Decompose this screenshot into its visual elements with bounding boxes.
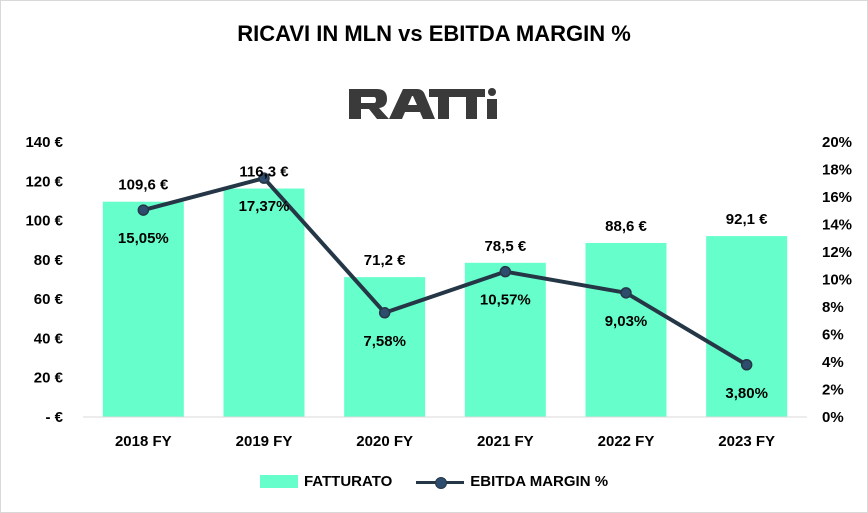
y-axis-left: - € 20 € 40 € 60 € 80 € 100 € 120 € 140 €	[25, 134, 63, 426]
bar-2020-fy	[344, 277, 426, 417]
y-right-tick-label: 6%	[822, 327, 844, 344]
bar-data-label: 92,1 €	[726, 211, 768, 228]
legend-label-fatturato: FATTURATO	[303, 473, 393, 490]
line-data-label: 7,58%	[363, 333, 406, 350]
line-series-ebitda-margin	[137, 172, 753, 371]
bar-data-label: 88,6 €	[605, 218, 647, 235]
bar-2018-fy	[102, 201, 184, 417]
y-left-tick-label: 100 €	[25, 213, 63, 230]
y-left-tick-label: 40 €	[34, 330, 64, 347]
x-tick-label: 2018 FY	[115, 433, 172, 450]
y-right-tick-label: 10%	[822, 272, 852, 289]
legend-item-fatturato: FATTURATO	[259, 473, 393, 490]
ebitda-point-2021-fy	[499, 265, 512, 278]
y-left-tick-label: 140 €	[25, 134, 63, 151]
ebitda-point-2023-fy	[740, 359, 753, 371]
y-right-tick-label: 20%	[822, 134, 852, 151]
y-right-tick-label: 12%	[822, 244, 852, 261]
x-axis: 2018 FY 2019 FY 2020 FY 2021 FY 2022 FY 2023 …	[83, 416, 807, 450]
bar-2022-fy	[585, 242, 667, 417]
y-right-tick-label: 8%	[822, 299, 844, 316]
ebitda-margin-line	[142, 176, 748, 367]
bar-data-label: 116,3 €	[239, 164, 289, 181]
legend-label-ebitda: EBITDA MARGIN %	[470, 473, 609, 490]
legend: FATTURATO EBITDA MARGIN %	[1, 473, 867, 490]
line-data-label: 17,37%	[239, 198, 290, 215]
ebitda-point-2022-fy	[620, 287, 632, 299]
y-left-tick-label: 60 €	[34, 291, 64, 308]
x-tick-label: 2023 FY	[718, 433, 775, 450]
line-data-label: 15,05%	[118, 230, 169, 247]
y-left-tick-label: 120 €	[25, 173, 63, 190]
bar-data-labels: 109,6 € 116,3 € 71,2 € 78,5 € 88,6 € 92,1 €	[118, 164, 768, 270]
y-right-tick-label: 2%	[822, 382, 844, 399]
x-tick-label: 2020 FY	[356, 433, 413, 450]
ebitda-point-2019-fy	[258, 172, 270, 184]
bar-2023-fy	[706, 236, 788, 417]
line-data-label: 10,57%	[480, 292, 531, 309]
legend-swatch-line	[416, 475, 465, 489]
bar-2019-fy	[223, 188, 305, 417]
legend-swatch-bar	[259, 475, 298, 488]
bar-data-label: 78,5 €	[484, 238, 526, 255]
bar-series-fatturato	[102, 188, 788, 417]
y-right-tick-label: 0%	[822, 409, 844, 426]
y-left-tick-label: - €	[45, 409, 63, 426]
ebitda-point-2020-fy	[378, 307, 391, 319]
bar-2021-fy	[464, 262, 546, 417]
line-data-labels: 15,05% 17,37% 7,58% 10,57% 9,03% 3,80%	[118, 198, 768, 402]
line-data-label: 3,80%	[725, 385, 768, 402]
ratti-logo	[349, 88, 497, 119]
x-tick-label: 2021 FY	[477, 433, 534, 450]
x-tick-label: 2019 FY	[236, 433, 293, 450]
y-right-tick-label: 14%	[822, 217, 852, 234]
y-left-tick-label: 80 €	[34, 252, 64, 269]
y-right-tick-label: 4%	[822, 354, 844, 371]
y-left-tick-label: 20 €	[34, 370, 64, 387]
bar-data-label: 71,2 €	[364, 252, 406, 269]
y-axis-right: 0% 2% 4% 6% 8% 10% 12% 14% 16% 18% 20%	[822, 134, 852, 426]
x-tick-label: 2022 FY	[598, 433, 655, 450]
y-right-tick-label: 16%	[822, 189, 852, 206]
ratti-logo-letters	[349, 88, 497, 119]
line-data-label: 9,03%	[605, 313, 648, 330]
bar-data-label: 109,6 €	[118, 177, 169, 194]
ebitda-point-2018-fy	[137, 204, 150, 216]
chart-title: RICAVI IN MLN vs EBITDA MARGIN %	[237, 21, 631, 46]
legend-item-ebitda: EBITDA MARGIN %	[416, 473, 608, 490]
y-right-tick-label: 18%	[822, 162, 852, 179]
